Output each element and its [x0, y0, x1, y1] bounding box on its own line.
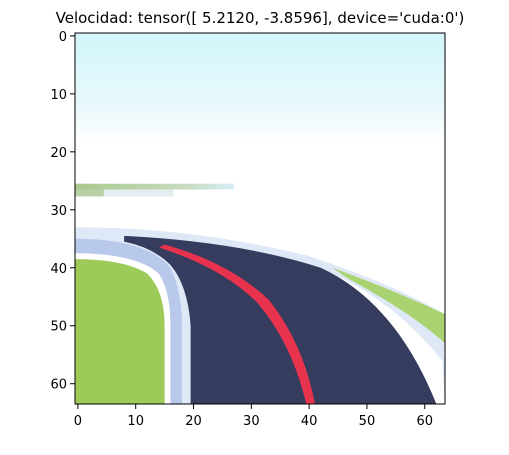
y-tick-label: 60	[50, 378, 67, 393]
x-tick-label: 0	[74, 414, 82, 429]
x-tick-label: 60	[416, 414, 433, 429]
chart-title: Velocidad: tensor([ 5.2120, -3.8596], de…	[56, 9, 465, 27]
y-tick-label: 20	[50, 146, 67, 161]
y-tick-label: 0	[59, 30, 67, 45]
axes-frame	[74, 32, 446, 405]
x-tick-label: 20	[185, 414, 202, 429]
y-tick-label: 50	[50, 320, 67, 335]
x-tick-label: 50	[359, 414, 376, 429]
x-tick-label: 30	[243, 414, 260, 429]
y-tick-label: 30	[50, 204, 67, 219]
y-tick-label: 40	[50, 262, 67, 277]
y-tick-label: 10	[50, 88, 67, 103]
x-tick-label: 40	[301, 414, 318, 429]
image	[75, 33, 445, 404]
x-tick-label: 10	[127, 414, 144, 429]
